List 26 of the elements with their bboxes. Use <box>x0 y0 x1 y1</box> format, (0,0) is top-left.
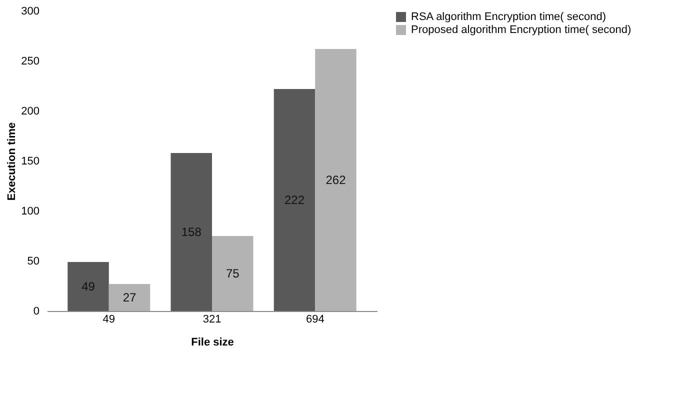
bar <box>274 89 316 311</box>
y-tick-label: 250 <box>21 56 40 68</box>
y-tick-label: 150 <box>21 156 40 168</box>
data-label: 262 <box>326 173 346 187</box>
data-label: 27 <box>122 290 136 304</box>
data-label: 222 <box>284 193 305 207</box>
y-tick-label: 300 <box>21 6 40 18</box>
x-tick-label: 321 <box>202 314 222 326</box>
bar <box>68 262 109 311</box>
bar <box>315 49 356 311</box>
x-tick-label: 49 <box>102 314 115 326</box>
data-label: 158 <box>181 225 202 239</box>
data-label: 49 <box>82 280 96 294</box>
bar <box>170 153 212 311</box>
data-label: 75 <box>226 266 240 280</box>
y-tick-label: 0 <box>33 306 40 318</box>
y-tick-label: 200 <box>21 106 40 118</box>
bar <box>212 236 254 311</box>
bar <box>108 284 150 311</box>
y-axis-title: Execution time <box>6 122 18 201</box>
legend-label: Proposed algorithm Encryption time( second) <box>411 24 632 36</box>
y-tick-label: 100 <box>21 206 40 218</box>
x-tick-label: 694 <box>306 314 324 326</box>
y-tick-label: 50 <box>27 256 40 268</box>
x-axis-title: File size <box>191 336 234 348</box>
legend-label: RSA algorithm Encryption time( second) <box>411 11 606 23</box>
